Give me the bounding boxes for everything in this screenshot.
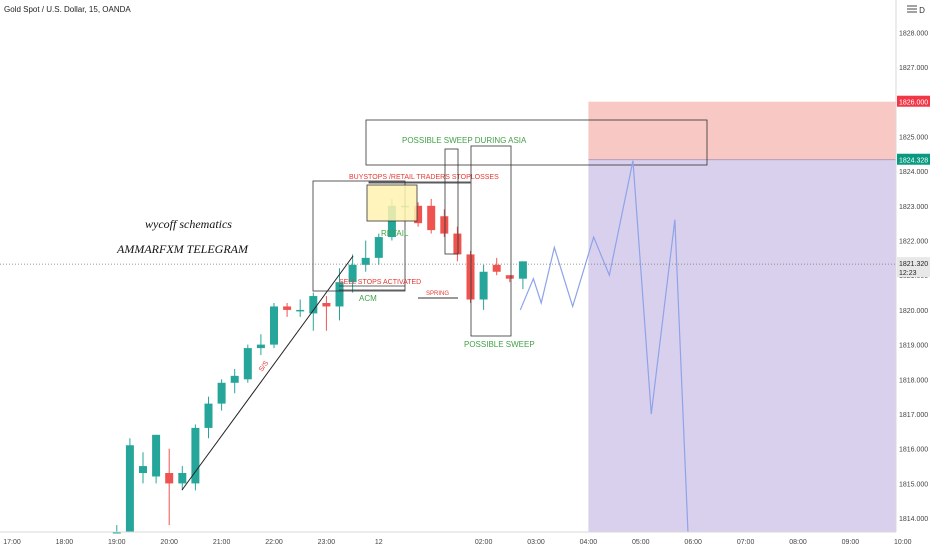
time-tick-label: 04:00 — [580, 539, 598, 546]
time-tick-label: 18:00 — [56, 539, 74, 546]
acm-label: ACM — [359, 294, 377, 303]
time-tick-label: 20:00 — [160, 539, 178, 546]
candle-body[interactable] — [125, 445, 134, 532]
candle-body[interactable] — [492, 264, 501, 272]
candle-body[interactable] — [152, 434, 161, 477]
stop-loss-zone[interactable] — [588, 101, 896, 160]
candle-body[interactable] — [283, 306, 292, 310]
candle-body[interactable] — [309, 296, 318, 314]
candle-body[interactable] — [178, 473, 187, 484]
candle-body[interactable] — [217, 382, 226, 404]
last-price-badge-bg — [897, 257, 930, 278]
time-tick-label: 08:00 — [789, 539, 807, 546]
candle-body[interactable] — [165, 473, 174, 484]
menu-icon[interactable] — [905, 3, 919, 14]
time-tick-label: 10:00 — [894, 539, 912, 546]
candle-body[interactable] — [427, 205, 436, 231]
candle-body[interactable] — [453, 233, 462, 255]
time-tick-label: 21:00 — [213, 539, 231, 546]
possible-sweep-label: POSSIBLE SWEEP — [464, 340, 535, 349]
stop-price-badge: 1826.000 — [899, 100, 928, 107]
candle-body[interactable] — [479, 271, 488, 300]
retail-label: RETAIL — [381, 229, 409, 238]
price-tick-label: 1827.000 — [899, 65, 928, 72]
price-tick-label: 1828.000 — [899, 30, 928, 37]
time-tick-label: 02:00 — [475, 539, 493, 546]
price-tick-label: 1819.000 — [899, 343, 928, 350]
candle-body[interactable] — [270, 306, 278, 345]
candle-body[interactable] — [191, 427, 200, 484]
annotations-layer: S/S SELL STOPS ACTIVATED ACM RETAIL BUYS… — [116, 119, 708, 491]
candle-body[interactable] — [139, 466, 147, 474]
telegram-text: AMMARFXM TELEGRAM — [116, 242, 249, 256]
time-tick-label: 12 — [375, 539, 383, 546]
target-zone[interactable] — [588, 159, 896, 532]
candle-body[interactable] — [335, 282, 344, 307]
candle-body[interactable] — [296, 309, 305, 312]
time-tick-label: 19:00 — [108, 539, 126, 546]
candle-body[interactable] — [230, 375, 239, 383]
candles-layer — [112, 198, 527, 534]
projection-path[interactable] — [519, 160, 689, 533]
candle-body[interactable] — [518, 261, 527, 279]
time-tick-label: 07:00 — [737, 539, 755, 546]
candle-body[interactable] — [361, 257, 370, 265]
retail-box[interactable] — [366, 184, 418, 222]
symbol-title: Gold Spot / U.S. Dollar, 15, OANDA — [4, 5, 131, 14]
spring-box[interactable] — [444, 148, 459, 255]
candle-body[interactable] — [414, 205, 423, 224]
candle-body[interactable] — [466, 254, 475, 300]
price-tick-label: 1825.000 — [899, 134, 928, 141]
position-zones — [588, 101, 896, 532]
wyckoff-text: wycoff schematics — [145, 217, 232, 231]
candle-body[interactable] — [256, 344, 265, 349]
price-tick-label: 1824.000 — [899, 169, 928, 176]
countdown-label: 12:23 — [899, 270, 917, 277]
price-tick-label: 1820.000 — [899, 308, 928, 315]
price-tick-label: 1818.000 — [899, 377, 928, 384]
price-badges: 1826.000 1824.328 1821.320 12:23 — [897, 95, 930, 278]
time-tick-label: 22:00 — [265, 539, 283, 546]
time-tick-label: 05:00 — [632, 539, 650, 546]
candle-body[interactable] — [243, 348, 252, 380]
price-tick-label: 1823.000 — [899, 204, 928, 211]
time-tick-label: 09:00 — [842, 539, 860, 546]
time-tick-label: 06:00 — [684, 539, 702, 546]
spring-label: SPRING — [426, 291, 449, 297]
entry-price-badge-bg — [897, 153, 930, 165]
buystops-label: BUYSTOPS /RETAIL TRADERS STOPLOSSES — [349, 174, 499, 181]
last-price-badge: 1821.320 — [899, 261, 928, 268]
price-tick-label: 1814.000 — [899, 516, 928, 523]
asia-sweep-label: POSSIBLE SWEEP DURING ASIA — [402, 136, 527, 145]
time-tick-label: 17:00 — [3, 539, 21, 546]
candle-body[interactable] — [505, 275, 514, 279]
accumulation-box[interactable] — [312, 180, 406, 292]
candle-body[interactable] — [322, 302, 331, 307]
candle-body[interactable] — [374, 237, 383, 258]
price-tick-label: 1815.000 — [899, 481, 928, 488]
time-axis[interactable]: 17:00 18:00 19:00 20:00 21:00 22:00 23:00 12 02:… — [0, 531, 912, 546]
asia-sweep-box[interactable] — [365, 119, 708, 166]
time-tick-label: 03:00 — [527, 539, 545, 546]
price-tick-label: 1822.000 — [899, 239, 928, 246]
entry-price-badge: 1824.328 — [899, 158, 928, 165]
candle-body[interactable] — [112, 532, 121, 534]
price-tick-label: 1817.000 — [899, 412, 928, 419]
possible-sweep-box[interactable] — [470, 145, 512, 337]
candle-body[interactable] — [440, 216, 449, 234]
price-tick-label: 1816.000 — [899, 447, 928, 454]
candle-body[interactable] — [348, 264, 357, 283]
buystops-box[interactable] — [368, 181, 471, 184]
stop-price-badge-bg — [897, 95, 930, 107]
trendline[interactable] — [181, 255, 354, 491]
sell-stops-label: SELL STOPS ACTIVATED — [339, 279, 421, 286]
candle-body[interactable] — [387, 205, 396, 238]
candle-body[interactable] — [204, 403, 213, 428]
time-tick-label: 23:00 — [318, 539, 336, 546]
